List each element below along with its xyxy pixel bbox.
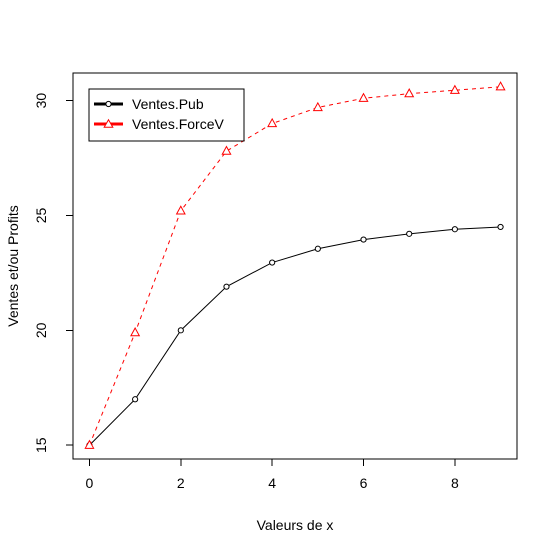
series-point	[449, 84, 460, 94]
series-point	[495, 81, 506, 91]
legend-label-ventes-pub: Ventes.Pub	[132, 96, 204, 112]
legend-marker-ventes-forcev	[103, 118, 114, 128]
series-line-ventes-forcev	[88, 86, 501, 446]
series-point	[269, 259, 276, 266]
series-point	[314, 245, 321, 252]
series-point	[360, 236, 367, 243]
x-tick-label: 4	[268, 475, 276, 491]
series-point	[267, 117, 278, 128]
series-point	[132, 396, 139, 403]
x-tick-label: 0	[86, 475, 94, 491]
x-tick-label: 8	[451, 475, 459, 491]
y-axis-label: Ventes et/ou Profits	[5, 205, 21, 326]
y-tick-label: 15	[33, 437, 49, 453]
series-line-ventes-pub	[89, 226, 501, 446]
series-point	[358, 92, 369, 102]
x-tick-label: 2	[177, 475, 185, 491]
y-tick-label: 20	[33, 322, 49, 338]
y-axis: 15 20 25 30	[33, 93, 74, 453]
series-point	[497, 223, 504, 231]
y-tick-label: 25	[33, 207, 49, 223]
legend-box	[88, 88, 245, 142]
x-axis: 0 2 4 6 8	[86, 458, 459, 491]
series-point	[130, 326, 141, 337]
series-point	[406, 230, 413, 237]
x-tick-label: 6	[360, 475, 368, 491]
series-point	[404, 88, 415, 98]
series-point	[221, 145, 232, 155]
series-point	[84, 439, 95, 449]
legend-marker-ventes-pub	[105, 100, 112, 108]
series-layer	[84, 81, 506, 449]
legend-label-ventes-forcev: Ventes.ForceV	[132, 116, 224, 132]
x-axis-label: Valeurs de x	[257, 517, 334, 533]
series-point	[223, 283, 230, 290]
series-point	[451, 226, 458, 233]
y-tick-label: 30	[33, 93, 49, 109]
legend: Ventes.Pub Ventes.ForceV	[88, 88, 245, 142]
series-point	[177, 327, 184, 334]
series-point	[312, 101, 323, 112]
series-point	[175, 205, 186, 215]
